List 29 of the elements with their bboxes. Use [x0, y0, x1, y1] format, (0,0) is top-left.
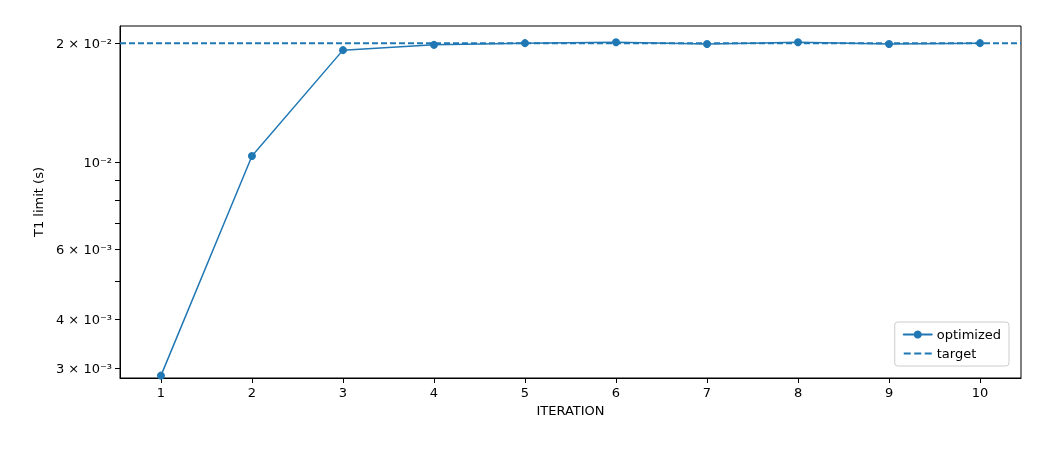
point [338, 46, 347, 55]
point [703, 39, 712, 48]
point [976, 39, 985, 48]
x-axis-title: ITERATION [536, 403, 605, 418]
x-tick-label: 4 [429, 385, 439, 400]
y-tick-label: 2 × 10⁻² [55, 35, 112, 51]
x-tick-label: 5 [520, 385, 530, 400]
point [247, 151, 256, 160]
x-tick-label: 10 [971, 385, 989, 400]
y-tick-label: 4 × 10⁻³ [55, 311, 112, 327]
point [794, 38, 803, 47]
x-tick-label: 8 [793, 385, 803, 400]
point [885, 39, 894, 48]
point [612, 38, 621, 47]
x-tick-label: 3 [338, 385, 348, 400]
legend-label: optimized [936, 327, 1001, 342]
point [156, 371, 165, 380]
point [429, 40, 438, 49]
y-axis-title: T1 limit (s) [31, 167, 47, 238]
x-tick-label: 6 [611, 385, 621, 400]
x-tick-label: 2 [247, 385, 257, 400]
y-tick-label: 10⁻² [83, 154, 112, 170]
x-tick-label: 1 [156, 385, 166, 400]
x-tick-label: 7 [702, 385, 712, 400]
y-tick-label: 3 × 10⁻³ [55, 361, 112, 377]
point [521, 39, 529, 48]
y-tick-label: 6 × 10⁻³ [55, 242, 112, 258]
legend-label: target [936, 346, 977, 361]
x-tick-label: 9 [884, 385, 894, 400]
